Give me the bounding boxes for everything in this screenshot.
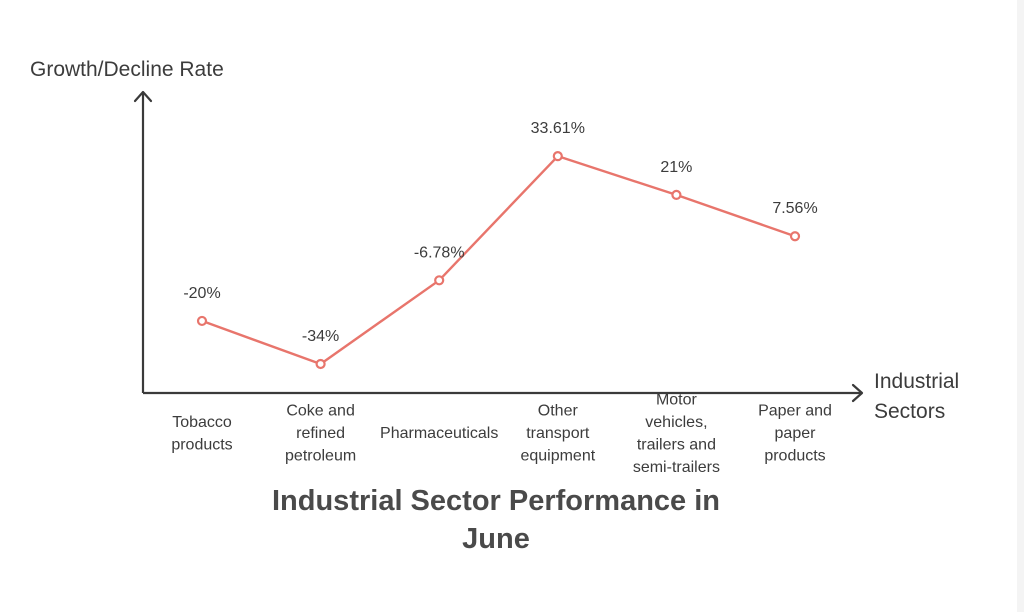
category-label: paper <box>775 425 817 442</box>
category-label: Paper and <box>758 403 832 420</box>
data-point <box>789 231 801 242</box>
category-label: equipment <box>520 448 595 465</box>
data-label: -20% <box>183 285 220 302</box>
data-point <box>671 189 682 201</box>
y-axis-arrowhead <box>133 90 153 103</box>
data-point <box>196 315 208 327</box>
series-line <box>200 154 797 366</box>
category-label: products <box>171 436 232 453</box>
data-point <box>552 151 563 162</box>
category-label: Other <box>538 403 579 420</box>
data-label: 7.56% <box>772 200 817 217</box>
category-label: vehicles, <box>645 414 707 431</box>
category-label: semi-trailers <box>633 459 720 476</box>
x-axis-arrowhead <box>851 383 864 403</box>
category-label: Pharmaceuticals <box>380 425 498 442</box>
category-label: Coke and <box>286 403 355 420</box>
data-label: -34% <box>302 328 339 345</box>
x-axis-label: Industrial <box>874 370 959 393</box>
data-point <box>434 275 445 286</box>
chart-title: Industrial Sector Performance in June <box>271 485 720 555</box>
x-axis-label: Sectors <box>874 400 945 423</box>
category-label: Tobacco <box>172 414 232 431</box>
category-label: petroleum <box>285 448 356 465</box>
category-label: products <box>764 448 825 465</box>
category-label: transport <box>526 425 590 442</box>
data-label: 21% <box>660 159 692 176</box>
category-label: Motor <box>656 391 698 408</box>
y-axis-label: Growth/Decline Rate <box>30 58 224 81</box>
data-label: 33.61% <box>531 120 585 137</box>
data-label: -6.78% <box>414 244 465 261</box>
page-edge <box>1017 0 1024 612</box>
category-label: refined <box>296 425 345 442</box>
data-point <box>315 358 326 370</box>
category-label: trailers and <box>637 436 716 453</box>
